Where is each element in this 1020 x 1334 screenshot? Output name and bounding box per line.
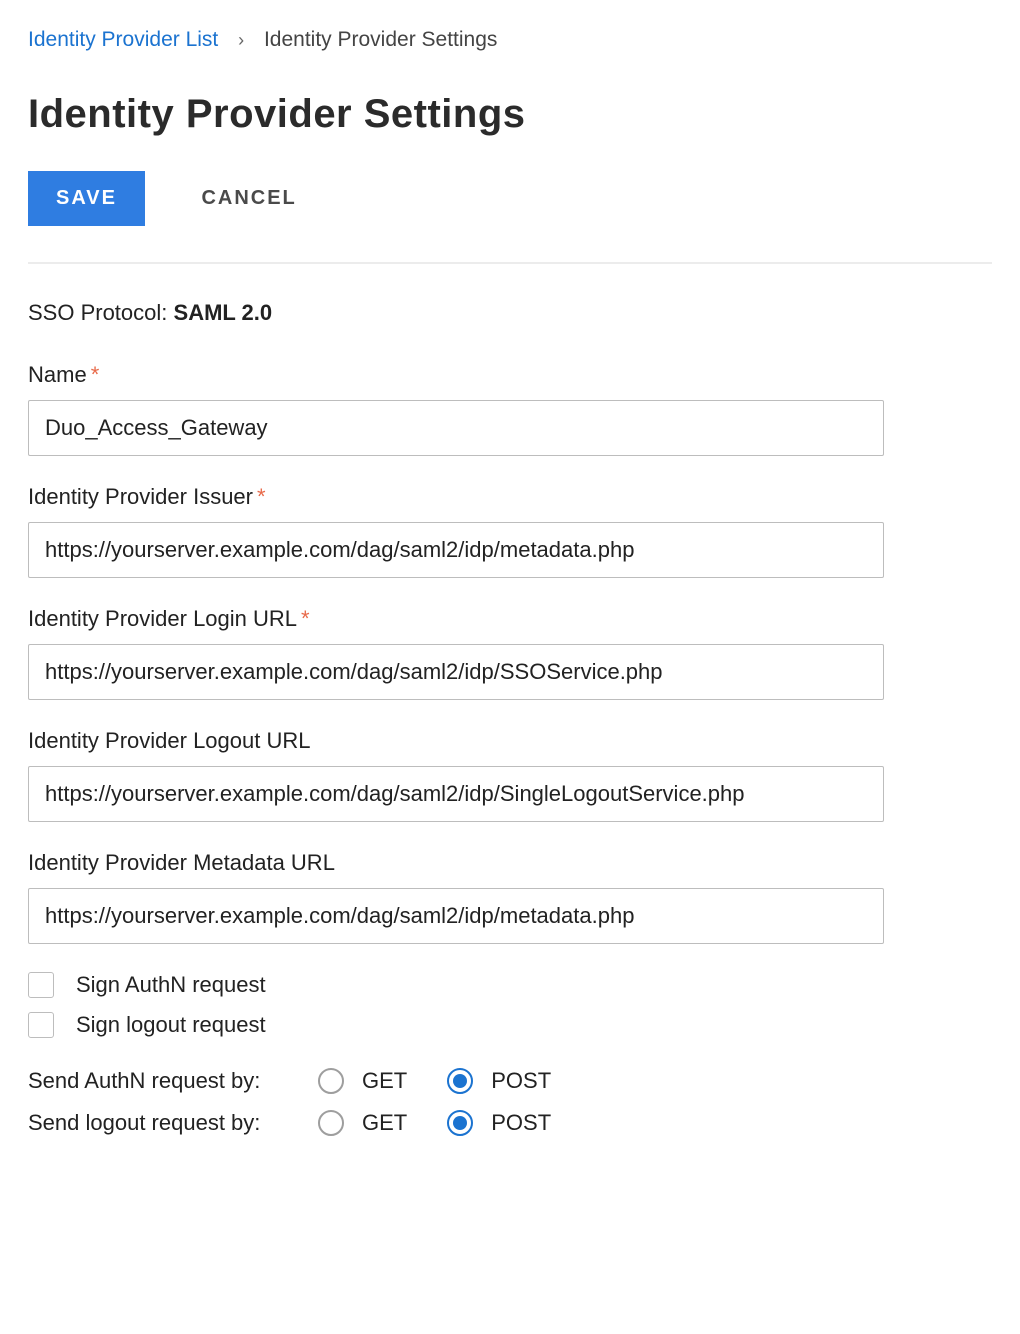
logout-post-option[interactable]: POST <box>447 1110 551 1136</box>
required-mark: * <box>91 362 100 387</box>
breadcrumb-current: Identity Provider Settings <box>264 28 497 51</box>
checkbox-sign-authn-row: Sign AuthN request <box>28 972 992 998</box>
sign-authn-label: Sign AuthN request <box>76 972 266 998</box>
field-issuer-label: Identity Provider Issuer* <box>28 484 992 510</box>
logout-request-label: Send logout request by: <box>28 1110 318 1136</box>
authn-request-label: Send AuthN request by: <box>28 1068 318 1094</box>
field-issuer: Identity Provider Issuer* <box>28 484 992 578</box>
metadata-url-input[interactable] <box>28 888 884 944</box>
checkbox-sign-logout-row: Sign logout request <box>28 1012 992 1038</box>
sign-authn-checkbox[interactable] <box>28 972 54 998</box>
cancel-button[interactable]: CANCEL <box>173 171 324 226</box>
logout-get-text: GET <box>362 1110 407 1136</box>
sign-logout-checkbox[interactable] <box>28 1012 54 1038</box>
field-name-label: Name* <box>28 362 992 388</box>
authn-get-option[interactable]: GET <box>318 1068 407 1094</box>
radio-icon <box>318 1068 344 1094</box>
field-login-url: Identity Provider Login URL* <box>28 606 992 700</box>
field-logout-url: Identity Provider Logout URL <box>28 728 992 822</box>
logout-url-input[interactable] <box>28 766 884 822</box>
required-mark: * <box>301 606 310 631</box>
authn-request-row: Send AuthN request by: GET POST <box>28 1068 992 1094</box>
radio-section: Send AuthN request by: GET POST Send log… <box>28 1068 992 1136</box>
action-bar: SAVE CANCEL <box>28 171 992 226</box>
breadcrumb: Identity Provider List › Identity Provid… <box>28 28 992 52</box>
logout-request-row: Send logout request by: GET POST <box>28 1110 992 1136</box>
radio-icon <box>447 1110 473 1136</box>
authn-post-option[interactable]: POST <box>447 1068 551 1094</box>
field-logout-url-label: Identity Provider Logout URL <box>28 728 992 754</box>
sso-protocol-value: SAML 2.0 <box>174 300 273 325</box>
required-mark: * <box>257 484 266 509</box>
save-button[interactable]: SAVE <box>28 171 145 226</box>
login-url-input[interactable] <box>28 644 884 700</box>
logout-post-text: POST <box>491 1110 551 1136</box>
sign-logout-label: Sign logout request <box>76 1012 266 1038</box>
sso-protocol: SSO Protocol: SAML 2.0 <box>28 300 992 326</box>
field-login-url-label: Identity Provider Login URL* <box>28 606 992 632</box>
field-metadata-url: Identity Provider Metadata URL <box>28 850 992 944</box>
divider <box>28 262 992 264</box>
authn-post-text: POST <box>491 1068 551 1094</box>
field-metadata-url-label: Identity Provider Metadata URL <box>28 850 992 876</box>
sso-protocol-label: SSO Protocol: <box>28 300 167 325</box>
logout-get-option[interactable]: GET <box>318 1110 407 1136</box>
breadcrumb-parent-link[interactable]: Identity Provider List <box>28 28 218 51</box>
name-input[interactable] <box>28 400 884 456</box>
radio-icon <box>447 1068 473 1094</box>
page-title: Identity Provider Settings <box>28 92 992 137</box>
issuer-input[interactable] <box>28 522 884 578</box>
chevron-right-icon: › <box>238 30 244 50</box>
field-name: Name* <box>28 362 992 456</box>
authn-get-text: GET <box>362 1068 407 1094</box>
radio-icon <box>318 1110 344 1136</box>
